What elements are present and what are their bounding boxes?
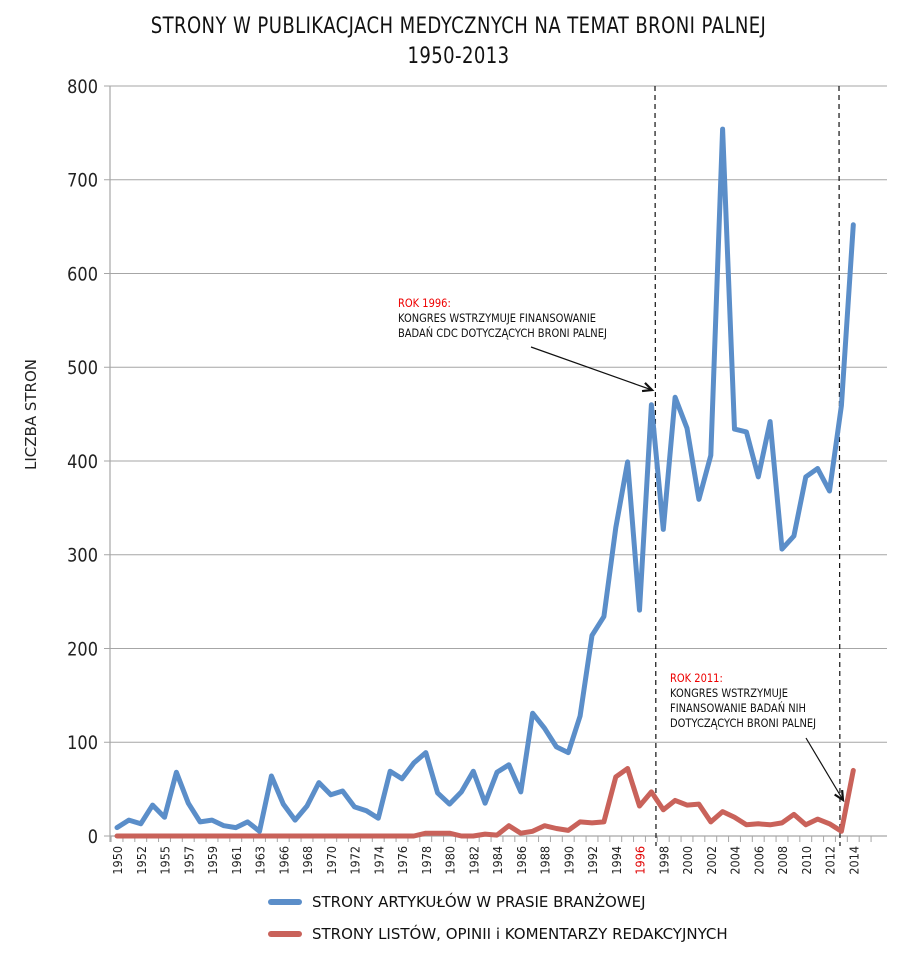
legend-swatch-red — [268, 931, 302, 937]
legend-swatch-blue — [268, 899, 302, 905]
x-tick-label: 1978 — [419, 846, 434, 875]
annotation-arrow-1996-head — [641, 382, 655, 393]
legend-label: STRONY ARTYKUŁÓW W PRASIE BRANŻOWEJ — [312, 893, 646, 911]
x-tick-label: 2004 — [728, 846, 743, 875]
y-tick-label: 300 — [67, 546, 98, 568]
y-tick-label: 600 — [67, 264, 98, 286]
x-tick-label: 2000 — [680, 846, 695, 875]
x-tick-label: 1980 — [443, 846, 458, 875]
legend-item-articles: STRONY ARTYKUŁÓW W PRASIE BRANŻOWEJ — [268, 893, 646, 911]
x-tick-label: 1952 — [134, 846, 149, 875]
x-tick-label: 1970 — [324, 846, 339, 875]
annotation-1996-line: KONGRES WSTRZYMUJE FINANSOWANIE — [398, 311, 597, 325]
y-tick-label: 500 — [67, 358, 98, 380]
annotation-1996: ROK 1996: KONGRES WSTRZYMUJE FINANSOWANI… — [398, 296, 607, 341]
x-tick-label: 1988 — [538, 846, 553, 875]
x-tick-label: 1963 — [253, 846, 268, 875]
x-tick-label: 1968 — [300, 846, 315, 875]
chart-subtitle: 1950-2013 — [407, 44, 510, 69]
y-tick-label: 0 — [88, 827, 98, 849]
annotation-1996-line: BADAŃ CDC DOTYCZĄCYCH BRONI PALNEJ — [398, 326, 607, 340]
x-tick-label: 1996 — [633, 846, 648, 875]
annotation-arrow-2011 — [805, 737, 844, 801]
marker-line-2011 — [838, 85, 841, 847]
x-tick-label: 1974 — [372, 846, 387, 875]
annotation-1996-heading: ROK 1996: — [398, 296, 451, 310]
x-tick-label: 1957 — [182, 846, 197, 875]
x-tick-label: 1998 — [657, 846, 672, 875]
y-tick-label: 700 — [67, 171, 98, 193]
chart-title: STRONY W PUBLIKACJACH MEDYCZNYCH NA TEMA… — [150, 14, 767, 39]
annotation-2011-line: KONGRES WSTRZYMUJE — [670, 686, 789, 700]
legend-item-letters: STRONY LISTÓW, OPINII i KOMENTARZY REDAK… — [268, 925, 728, 943]
annotation-2011-line: FINANSOWANIE BADAŃ NIH — [670, 701, 807, 715]
y-tick-label: 100 — [67, 733, 98, 755]
y-tick-label: 400 — [67, 452, 98, 474]
x-tick-label: 2012 — [823, 846, 838, 875]
x-tick-label: 2008 — [775, 846, 790, 875]
x-tick-label: 1959 — [205, 846, 220, 875]
x-tick-label: 1990 — [562, 846, 577, 875]
x-tick-label: 1992 — [585, 846, 600, 875]
annotation-2011: ROK 2011: KONGRES WSTRZYMUJE FINANSOWANI… — [670, 671, 816, 731]
x-tick-label: 1950 — [110, 846, 125, 875]
annotation-2011-heading: ROK 2011: — [670, 671, 723, 685]
x-tick-label: 1966 — [277, 846, 292, 875]
x-tick-label: 1961 — [229, 846, 244, 875]
x-tick-label: 1994 — [609, 846, 624, 875]
annotation-arrow-1996 — [530, 346, 653, 391]
x-tick-label: 2014 — [847, 846, 862, 875]
x-tick-label: 2002 — [704, 846, 719, 875]
y-tick-label: 800 — [67, 77, 98, 99]
x-tick-label: 1955 — [158, 846, 173, 875]
y-tick-label: 200 — [67, 639, 98, 661]
x-tick-label: 1982 — [467, 846, 482, 875]
annotation-2011-line: DOTYCZĄCYCH BRONI PALNEJ — [670, 716, 817, 730]
x-tick-label: 1984 — [490, 846, 505, 875]
annotation-arrow-2011-head — [834, 789, 845, 803]
x-tick-label: 2006 — [752, 846, 767, 875]
x-tick-label: 1972 — [348, 846, 363, 875]
x-tick-label: 2010 — [799, 846, 814, 875]
x-tick-label: 1986 — [514, 846, 529, 875]
x-tick-label: 1976 — [395, 846, 410, 875]
legend-label: STRONY LISTÓW, OPINII i KOMENTARZY REDAK… — [312, 925, 728, 943]
